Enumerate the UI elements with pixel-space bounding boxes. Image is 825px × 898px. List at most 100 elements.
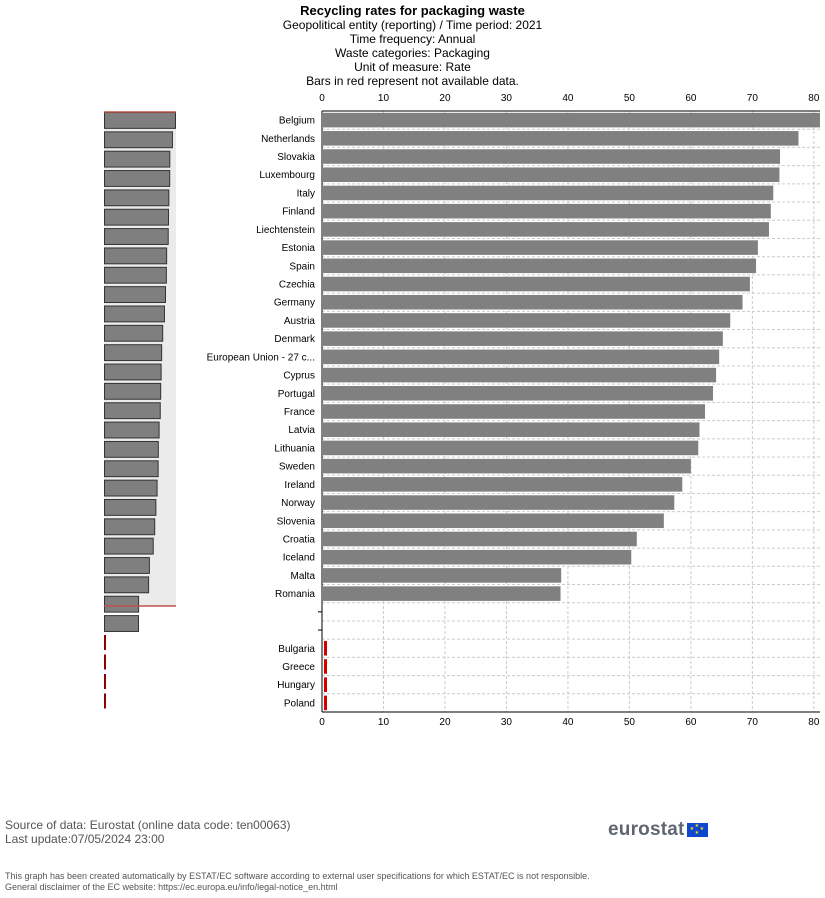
category-label: Germany <box>274 298 315 309</box>
overview-bar <box>104 266 167 284</box>
bar <box>322 458 691 474</box>
overview-bar <box>104 247 168 265</box>
source-text: Source of data: Eurostat (online data co… <box>5 818 291 832</box>
bar <box>322 495 675 510</box>
bar <box>322 513 664 529</box>
bar <box>322 549 632 565</box>
x-tick-label-bottom: 30 <box>501 717 513 728</box>
data-source: Source of data: Eurostat (online data co… <box>5 818 291 846</box>
bar <box>322 404 706 419</box>
category-label: Cyprus <box>283 371 315 382</box>
category-label: Slovakia <box>277 152 315 163</box>
overview-bar <box>104 228 169 245</box>
bar <box>322 258 757 274</box>
category-label: European Union - 27 c... <box>207 352 315 363</box>
x-tick-label-bottom: 50 <box>624 717 636 728</box>
overview-bar <box>104 189 170 207</box>
not-available-bar <box>324 677 327 692</box>
category-label: France <box>284 407 316 418</box>
category-label: Czechia <box>279 280 316 291</box>
category-label: Austria <box>284 316 316 327</box>
x-tick-label-top: 40 <box>562 93 574 104</box>
bar <box>322 568 562 583</box>
overview-bar <box>104 324 164 342</box>
bar <box>322 422 700 437</box>
subtitle-line: Waste categories: Packaging <box>335 46 490 60</box>
logo-text: eurostat <box>608 819 685 840</box>
x-tick-label-top: 50 <box>624 93 636 104</box>
category-label: Ireland <box>284 480 315 491</box>
category-label: Romania <box>275 589 315 600</box>
overview-bar <box>104 131 173 149</box>
bar <box>322 586 561 601</box>
overview-not-available-bar <box>104 635 106 650</box>
x-tick-label-bottom: 20 <box>439 717 451 728</box>
bar <box>322 276 750 292</box>
category-label: Hungary <box>277 680 315 691</box>
x-tick-label-top: 0 <box>319 93 325 104</box>
chart-title: Recycling rates for packaging waste <box>300 3 525 18</box>
bar <box>322 477 683 492</box>
overview-bar <box>104 576 150 594</box>
x-tick-label-top: 30 <box>501 93 513 104</box>
disclaimer: This graph has been created automaticall… <box>5 871 590 893</box>
category-label: Norway <box>281 498 315 509</box>
overview-bar <box>104 150 171 168</box>
bar <box>322 440 699 456</box>
not-available-bar <box>324 659 327 674</box>
bar <box>322 331 723 346</box>
category-label: Poland <box>284 698 315 709</box>
bar <box>322 240 758 255</box>
not-available-bar <box>324 640 327 656</box>
last-update-text: Last update:07/05/2024 23:00 <box>5 832 165 846</box>
overview-bar <box>104 170 171 187</box>
overview-bar <box>104 537 154 555</box>
category-label: Slovenia <box>277 516 316 527</box>
overview-bar <box>104 363 162 381</box>
x-tick-label-bottom: 10 <box>378 717 390 728</box>
overview-not-available-bar <box>104 654 106 670</box>
x-tick-label-top: 60 <box>685 93 697 104</box>
overview-bar <box>104 402 161 420</box>
overview-bar <box>104 518 156 536</box>
category-label: Lithuania <box>274 443 315 454</box>
overview-bar <box>104 460 159 478</box>
overview-bar <box>104 382 162 400</box>
overview-bar <box>104 344 163 362</box>
overview-bar <box>104 208 169 226</box>
disclaimer-line-1: This graph has been created automaticall… <box>5 871 590 881</box>
x-tick-label-top: 80 <box>808 93 820 104</box>
overview-bar <box>104 421 160 439</box>
subtitle-line: Geopolitical entity (reporting) / Time p… <box>282 18 543 32</box>
overview-bar <box>104 440 159 458</box>
overview-bar <box>104 305 165 323</box>
bar <box>322 386 714 401</box>
category-label: Bulgaria <box>278 644 315 655</box>
bar <box>322 112 820 128</box>
disclaimer-line-2: General disclaimer of the EC website: ht… <box>5 882 338 892</box>
bar <box>322 167 780 183</box>
category-label: Liechtenstein <box>256 225 315 236</box>
subtitle-line: Unit of measure: Rate <box>354 60 471 74</box>
not-available-bar <box>324 695 327 711</box>
overview-bar <box>104 595 140 613</box>
overview-not-available-bar <box>104 674 106 689</box>
x-tick-label-bottom: 80 <box>808 717 820 728</box>
bar <box>322 203 771 219</box>
bar <box>322 349 720 365</box>
category-label: Portugal <box>278 389 315 400</box>
bar <box>322 222 769 237</box>
bar <box>322 313 731 328</box>
x-tick-label-top: 10 <box>378 93 390 104</box>
bar <box>322 367 717 383</box>
category-label: Latvia <box>288 425 315 436</box>
x-tick-label-top: 70 <box>747 93 759 104</box>
category-label: Malta <box>291 571 316 582</box>
category-label: Spain <box>289 261 315 272</box>
overview-bar <box>104 479 158 497</box>
x-tick-label-bottom: 0 <box>319 717 325 728</box>
bar <box>322 149 781 164</box>
x-tick-label-bottom: 70 <box>747 717 759 728</box>
category-label: Denmark <box>274 334 316 345</box>
overview-bar <box>104 112 176 129</box>
